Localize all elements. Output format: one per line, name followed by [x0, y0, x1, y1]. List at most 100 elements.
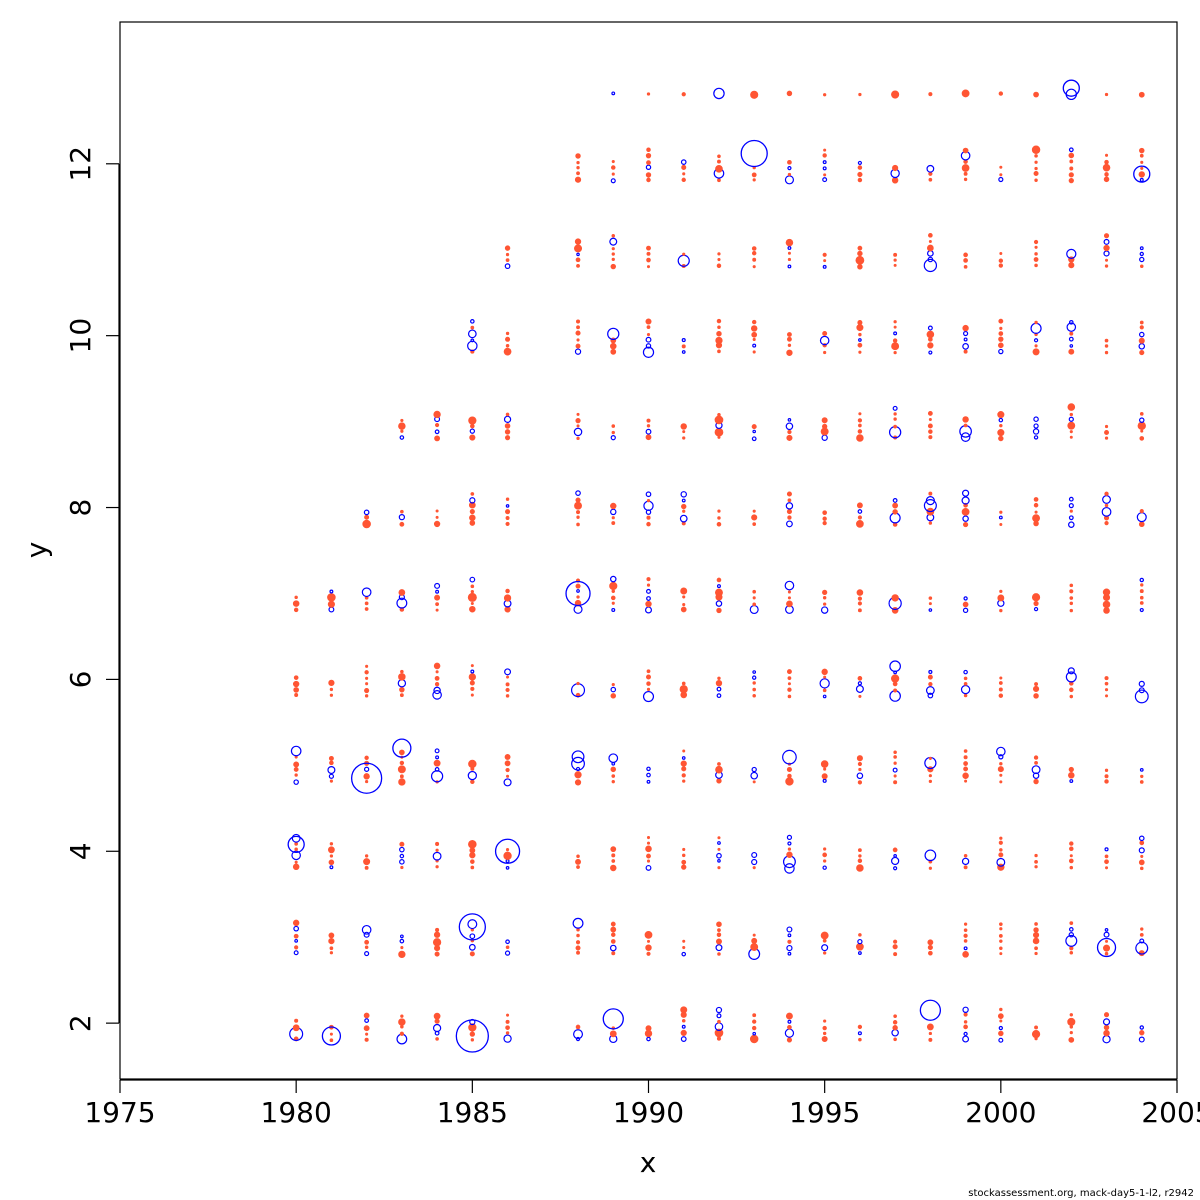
- positive-residual-point: [503, 851, 512, 860]
- negative-residual-point: [363, 766, 370, 772]
- large-negative-residual-point: [1096, 937, 1117, 958]
- positive-residual-point: [962, 416, 969, 423]
- negative-residual-point: [1102, 1035, 1111, 1044]
- negative-residual-point: [927, 692, 934, 699]
- positive-residual-point: [926, 244, 934, 252]
- positive-residual-point: [717, 325, 721, 330]
- negative-residual-point: [822, 177, 828, 183]
- negative-residual-point: [784, 1028, 795, 1038]
- positive-residual-point: [1104, 854, 1109, 859]
- positive-residual-point: [1034, 946, 1038, 951]
- positive-residual-point: [469, 520, 476, 526]
- positive-residual-point: [1069, 166, 1074, 171]
- positive-residual-point: [681, 1018, 686, 1023]
- positive-residual-point: [892, 1020, 898, 1025]
- negative-residual-point: [962, 607, 969, 614]
- positive-residual-point: [505, 258, 510, 263]
- positive-residual-point: [364, 670, 369, 675]
- positive-residual-point: [858, 350, 862, 354]
- positive-residual-point: [963, 939, 968, 943]
- negative-residual-point: [889, 660, 901, 673]
- positive-residual-point: [1034, 1025, 1039, 1030]
- positive-residual-point: [1069, 694, 1074, 699]
- negative-residual-point: [399, 435, 405, 440]
- negative-residual-point: [784, 175, 795, 185]
- positive-residual-point: [787, 251, 791, 255]
- negative-residual-point: [503, 1034, 512, 1043]
- positive-residual-point: [822, 1025, 827, 1031]
- positive-residual-point: [1033, 170, 1039, 177]
- positive-residual-point: [999, 952, 1003, 956]
- positive-residual-point: [786, 90, 793, 97]
- positive-residual-point: [1068, 766, 1074, 773]
- footer-credit: stockassessment.org, mack-day5-1-l2, r29…: [968, 1188, 1194, 1199]
- positive-residual-point: [576, 854, 580, 859]
- positive-residual-point: [329, 760, 334, 766]
- positive-residual-point: [292, 919, 300, 927]
- positive-residual-point: [1034, 865, 1038, 869]
- positive-residual-point: [998, 934, 1003, 938]
- positive-residual-point: [434, 675, 440, 681]
- negative-residual-point: [645, 428, 652, 435]
- positive-residual-point: [1104, 424, 1109, 429]
- positive-residual-point: [821, 773, 828, 780]
- positive-residual-point: [365, 779, 369, 784]
- positive-residual-point: [611, 859, 616, 863]
- positive-residual-point: [1105, 866, 1109, 870]
- positive-residual-point: [504, 435, 511, 441]
- positive-residual-point: [892, 944, 898, 950]
- positive-residual-point: [646, 92, 651, 96]
- positive-residual-point: [858, 933, 862, 937]
- negative-residual-point: [1068, 320, 1074, 325]
- positive-residual-point: [1033, 257, 1039, 262]
- positive-residual-point: [963, 349, 968, 354]
- positive-residual-point: [646, 521, 651, 527]
- positive-residual-point: [998, 258, 1004, 263]
- negative-residual-point: [1139, 607, 1144, 613]
- y-tick-label: 12: [64, 146, 97, 182]
- positive-residual-point: [1104, 338, 1109, 343]
- positive-residual-point: [364, 939, 370, 945]
- negative-residual-point: [923, 499, 937, 513]
- negative-residual-point: [1139, 256, 1145, 263]
- positive-residual-point: [293, 675, 299, 680]
- positive-residual-point: [646, 674, 651, 680]
- positive-residual-point: [468, 759, 477, 769]
- negative-residual-point: [1103, 238, 1110, 245]
- negative-residual-point: [1139, 417, 1145, 423]
- positive-residual-point: [997, 766, 1004, 773]
- positive-residual-point: [435, 509, 439, 513]
- positive-residual-point: [505, 767, 510, 773]
- positive-residual-point: [928, 92, 933, 97]
- positive-residual-point: [1068, 348, 1075, 355]
- positive-residual-point: [717, 952, 721, 956]
- positive-residual-point: [505, 694, 510, 698]
- positive-residual-point: [928, 233, 933, 238]
- positive-residual-point: [999, 1007, 1003, 1012]
- positive-residual-point: [574, 244, 583, 253]
- negative-residual-point: [681, 951, 687, 957]
- negative-residual-point: [1068, 932, 1075, 938]
- negative-residual-point: [1104, 928, 1109, 932]
- negative-residual-point: [467, 770, 477, 781]
- positive-residual-point: [1033, 778, 1039, 785]
- positive-residual-point: [1034, 510, 1038, 514]
- positive-residual-point: [786, 851, 793, 858]
- positive-residual-point: [1139, 325, 1144, 330]
- negative-residual-point: [786, 926, 793, 933]
- positive-residual-point: [891, 342, 900, 351]
- positive-residual-point: [645, 845, 652, 853]
- positive-residual-point: [505, 588, 510, 594]
- positive-residual-point: [681, 503, 687, 510]
- positive-residual-point: [857, 761, 862, 767]
- positive-residual-point: [328, 679, 335, 686]
- negative-residual-point: [857, 681, 863, 686]
- positive-residual-point: [611, 172, 615, 176]
- positive-residual-point: [646, 257, 651, 263]
- positive-residual-point: [752, 178, 756, 182]
- negative-residual-point: [926, 164, 935, 173]
- negative-residual-point: [611, 91, 616, 96]
- positive-residual-point: [682, 749, 686, 753]
- positive-residual-point: [963, 749, 968, 753]
- negative-residual-point: [329, 865, 334, 870]
